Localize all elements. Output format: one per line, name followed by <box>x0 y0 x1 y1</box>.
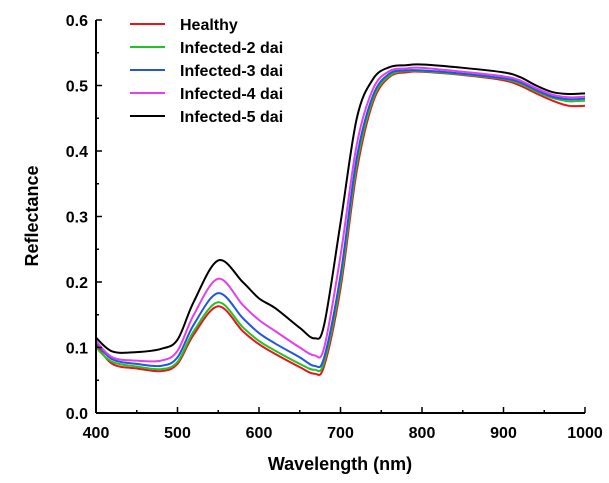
series-line-0 <box>95 70 586 377</box>
x-tick-label: 400 <box>83 425 110 442</box>
x-tick-label: 1000 <box>567 425 603 442</box>
y-tick-label: 0.5 <box>66 79 88 96</box>
x-tick-label: 700 <box>327 425 354 442</box>
x-tick-label: 500 <box>164 425 191 442</box>
legend-label-0: Healthy <box>180 17 238 34</box>
y-tick-label: 0.3 <box>66 210 88 227</box>
y-tick-label: 0.4 <box>66 144 88 161</box>
y-tick-label: 0.2 <box>66 275 88 292</box>
series-line-3 <box>95 66 586 363</box>
x-axis-label: Wavelength (nm) <box>268 454 412 474</box>
x-tick-label: 900 <box>490 425 517 442</box>
legend-label-3: Infected-4 dai <box>180 86 283 103</box>
series-line-1 <box>95 69 586 373</box>
series-line-2 <box>95 69 586 369</box>
x-tick-label: 600 <box>246 425 273 442</box>
legend-label-2: Infected-3 dai <box>180 63 283 80</box>
y-tick-label: 0.0 <box>66 406 88 423</box>
legend-label-4: Infected-5 dai <box>180 109 283 126</box>
legend-label-1: Infected-2 dai <box>180 40 283 57</box>
y-axis-label: Reflectance <box>22 165 42 266</box>
x-tick-label: 800 <box>409 425 436 442</box>
series-line-4 <box>95 63 586 354</box>
y-tick-label: 0.6 <box>66 13 88 30</box>
y-tick-label: 0.1 <box>66 341 88 358</box>
